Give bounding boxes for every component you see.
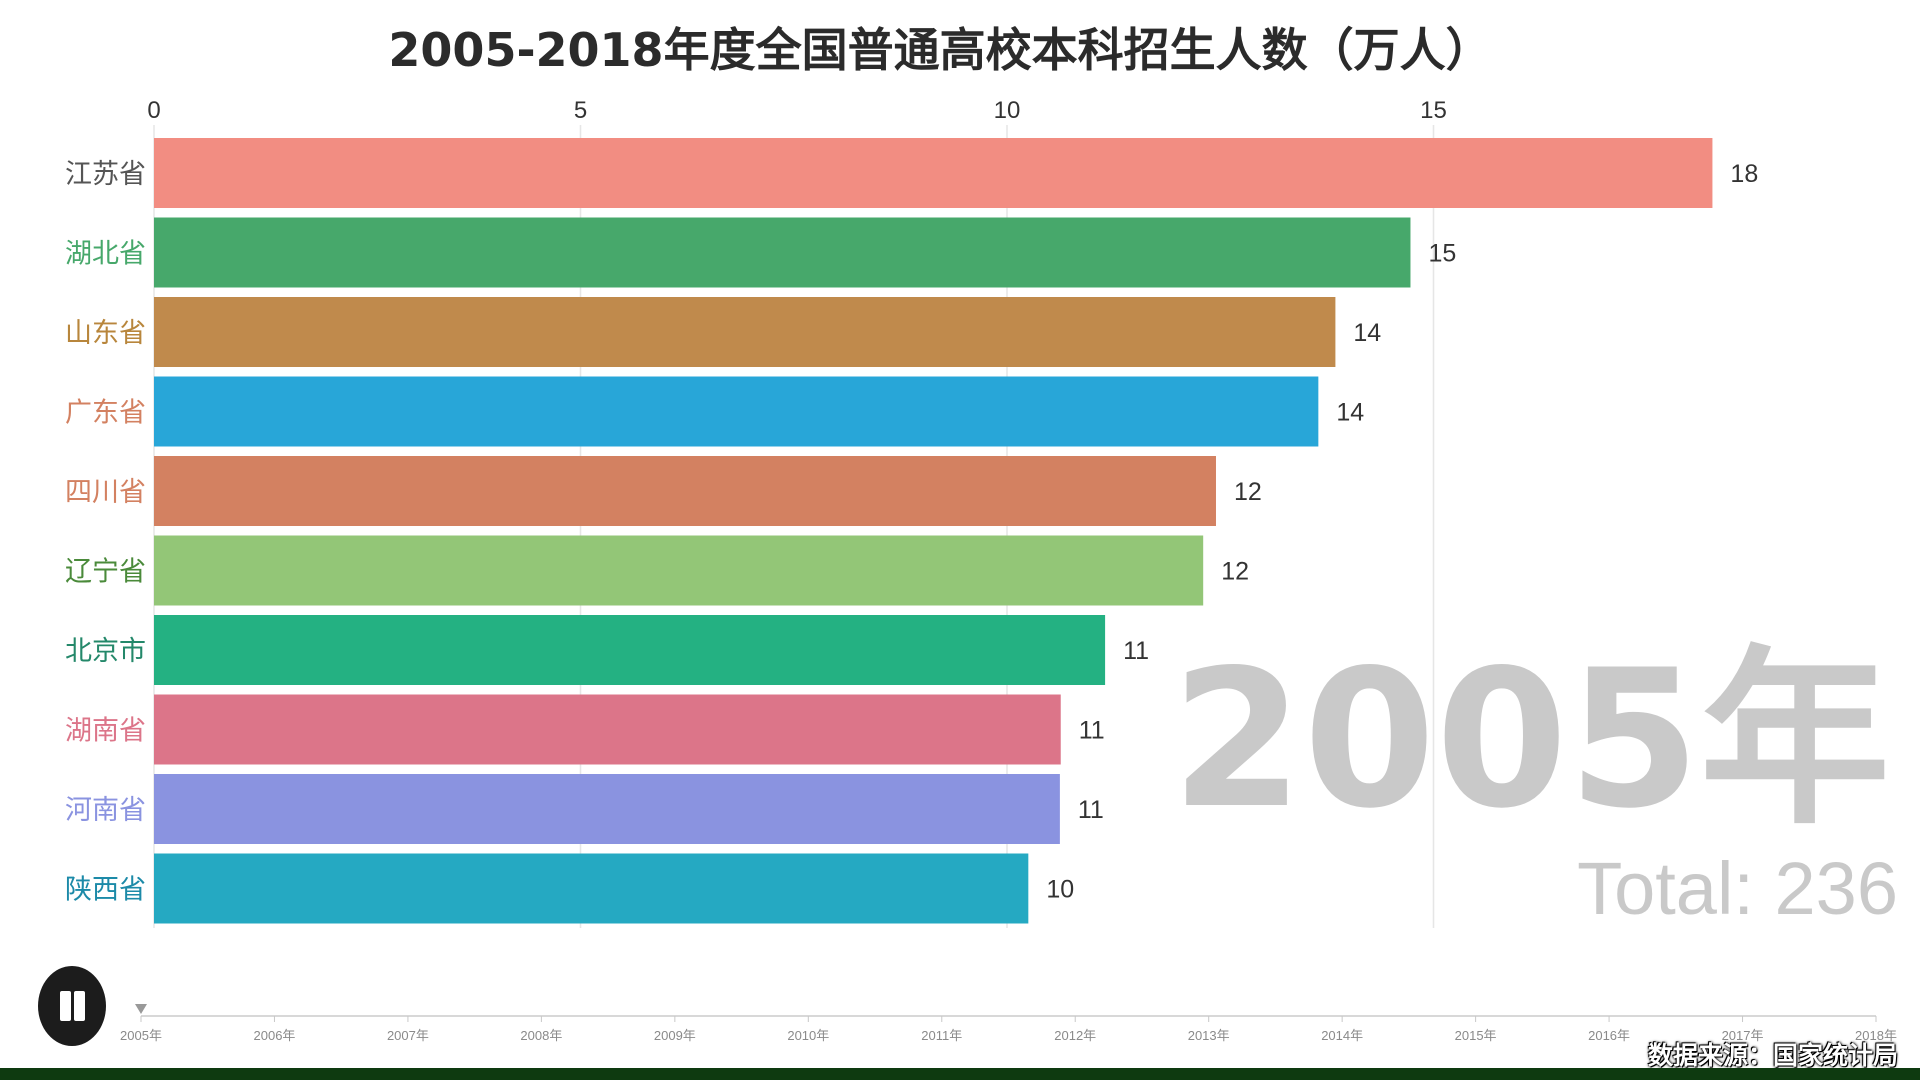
value-label: 10: [1046, 876, 1074, 904]
total-label: Total: 236: [1577, 847, 1898, 930]
current-year-label: 2005年: [1171, 629, 1890, 850]
x-tick-label: 0: [147, 97, 160, 124]
category-label: 陕西省: [65, 875, 146, 906]
x-tick-label: 5: [574, 97, 587, 124]
value-labels: 18 15 14 14 12 12 11 11 11 10: [1046, 160, 1758, 904]
timeline-year-label[interactable]: 2014年: [1321, 1028, 1363, 1043]
value-label: 12: [1221, 558, 1249, 586]
value-label: 11: [1123, 637, 1149, 665]
value-label: 11: [1079, 717, 1105, 745]
category-label: 湖北省: [65, 239, 146, 270]
bars: [154, 138, 1713, 924]
timeline-year-label[interactable]: 2006年: [254, 1028, 296, 1043]
timeline-year-label[interactable]: 2011年: [921, 1028, 962, 1043]
timeline-slider[interactable]: 2005年 2006年 2007年 2008年 2009年 2010年 2011年 2012年…: [120, 1004, 1897, 1043]
timeline-year-label[interactable]: 2005年: [120, 1028, 162, 1043]
play-pause-button[interactable]: [38, 966, 106, 1046]
category-label: 湖南省: [65, 716, 146, 747]
category-label: 四川省: [65, 477, 146, 508]
value-label: 14: [1336, 399, 1364, 427]
timeline-year-label[interactable]: 2012年: [1054, 1028, 1096, 1043]
timeline-year-label[interactable]: 2009年: [654, 1028, 696, 1043]
bar: [154, 853, 1029, 924]
source-text: 数据来源：国家统计局: [1647, 1041, 1898, 1070]
x-axis-ticks: 0 5 10 15: [147, 97, 1447, 124]
bottom-strip: [0, 1068, 1920, 1080]
bar: [154, 217, 1411, 288]
bar: [154, 615, 1106, 685]
bar: [154, 694, 1061, 765]
pause-icon: [60, 991, 71, 1021]
pause-icon-bar: [74, 991, 85, 1021]
category-label: 河南省: [65, 795, 146, 826]
x-tick-label: 15: [1420, 97, 1447, 124]
timeline-year-label[interactable]: 2017年: [1722, 1028, 1764, 1043]
value-label: 11: [1078, 796, 1104, 824]
timeline-year-label[interactable]: 2018年: [1855, 1028, 1897, 1043]
timeline-year-label[interactable]: 2010年: [787, 1028, 829, 1043]
chart-title: 2005-2018年度全国普通高校本科招生人数（万人）: [388, 23, 1492, 77]
bar: [154, 774, 1060, 844]
timeline-year-label[interactable]: 2015年: [1455, 1028, 1497, 1043]
bar: [154, 535, 1204, 606]
category-label: 北京市: [65, 636, 146, 667]
category-label: 广东省: [65, 398, 146, 429]
timeline-year-label[interactable]: 2016年: [1588, 1028, 1630, 1043]
category-label: 山东省: [65, 318, 146, 349]
timeline-year-label[interactable]: 2008年: [520, 1028, 562, 1043]
category-label: 江苏省: [65, 159, 146, 190]
bar: [154, 456, 1216, 526]
value-label: 18: [1730, 160, 1758, 188]
bar: [154, 297, 1336, 367]
category-label: 辽宁省: [65, 557, 146, 588]
timeline-marker-icon[interactable]: [135, 1004, 147, 1014]
bar: [154, 376, 1319, 447]
value-label: 15: [1428, 240, 1456, 268]
value-label: 14: [1353, 319, 1381, 347]
timeline-year-label[interactable]: 2007年: [387, 1028, 429, 1043]
timeline-year-label[interactable]: 2013年: [1188, 1028, 1230, 1043]
bar: [154, 138, 1713, 208]
value-label: 12: [1234, 478, 1262, 506]
x-tick-label: 10: [994, 97, 1021, 124]
